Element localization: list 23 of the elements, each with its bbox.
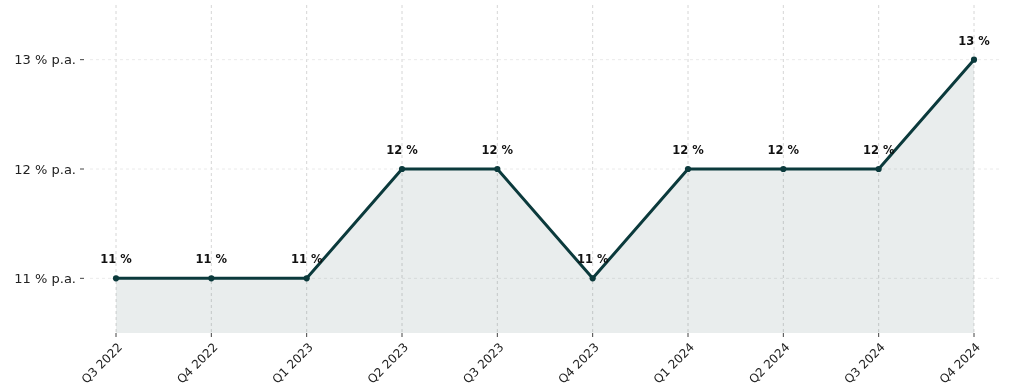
point (303, 275, 310, 282)
data-label: 11 % (576, 252, 609, 267)
data-label: 12 % (672, 143, 705, 157)
y-tick-label: 12 % p.a. (14, 161, 76, 177)
data-label: 12 % (862, 143, 895, 157)
y-tick-label: 11 % p.a. (14, 270, 76, 286)
point (875, 165, 882, 173)
point (112, 275, 120, 282)
point (398, 165, 406, 173)
point (494, 165, 501, 173)
data-label: 12 % (767, 143, 800, 157)
y-tick-label: 13 % p.a. (14, 52, 76, 68)
point (684, 165, 692, 173)
data-label: 13 % (958, 33, 991, 48)
data-label: 11 % (195, 252, 228, 267)
data-label: 12 % (386, 143, 419, 157)
point (208, 275, 215, 282)
point (589, 275, 596, 282)
point (780, 165, 787, 173)
data-label: 11 % (290, 252, 323, 267)
data-label: 12 % (481, 143, 514, 157)
point (970, 56, 978, 63)
data-label: 11 % (100, 252, 133, 267)
